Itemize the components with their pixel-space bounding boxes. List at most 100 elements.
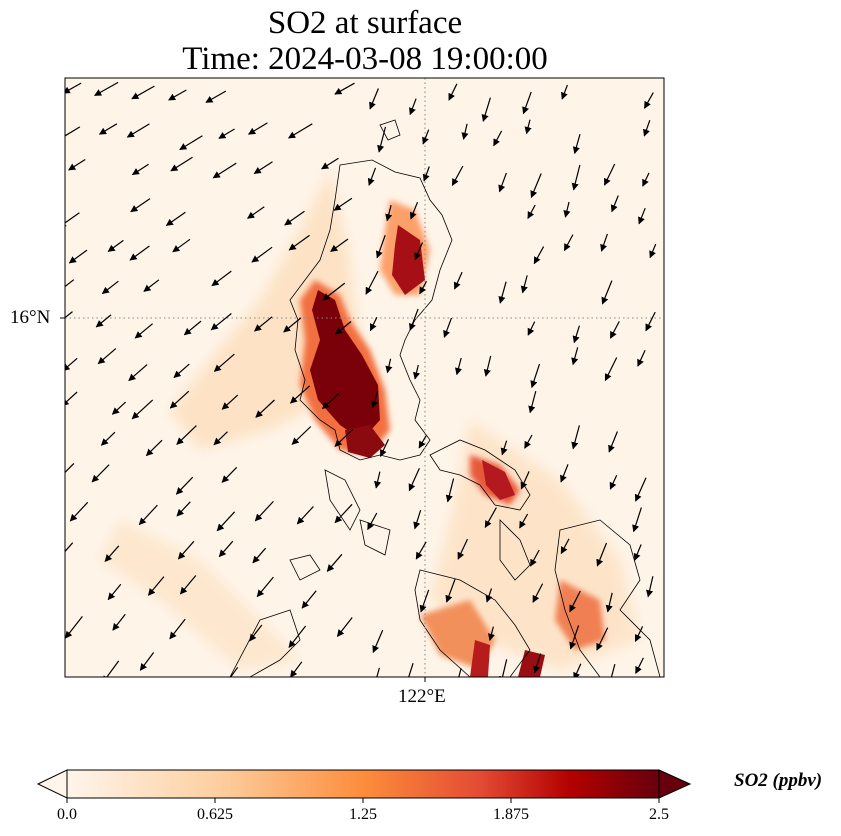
- wind-arrow: [519, 513, 529, 529]
- wind-arrow: [563, 234, 574, 252]
- wind-arrow: [95, 314, 112, 328]
- wind-arrow: [529, 549, 540, 567]
- wind-arrow: [205, 90, 227, 103]
- wind-arrow: [372, 629, 384, 654]
- wind-arrow: [533, 653, 542, 674]
- wind-arrow: [609, 475, 618, 490]
- wind-arrow: [634, 626, 644, 642]
- wind-arrow: [419, 281, 428, 295]
- wind-arrow: [65, 542, 74, 559]
- wind-arrow: [369, 88, 379, 110]
- wind-arrow: [484, 507, 497, 529]
- wind-arrow: [409, 201, 419, 220]
- wind-arrow: [68, 158, 86, 171]
- wind-arrow: [375, 234, 386, 259]
- wind-arrow: [454, 357, 462, 376]
- wind-arrow: [65, 462, 75, 474]
- wind-arrow: [601, 280, 613, 305]
- colorbar-gradient: [66, 769, 660, 799]
- wind-arrow: [176, 501, 191, 517]
- wind-arrow: [249, 624, 263, 642]
- wind-arrow: [445, 478, 455, 503]
- colorbar-tick-2: 1.25: [349, 806, 377, 823]
- wind-arrow: [643, 92, 654, 109]
- wind-arrow: [183, 320, 202, 336]
- wind-arrow: [291, 426, 312, 445]
- wind-arrow: [369, 316, 378, 332]
- wind-arrow: [139, 652, 155, 671]
- wind-arrow: [527, 321, 536, 336]
- wind-arrow: [177, 540, 195, 560]
- wind-arrow: [107, 583, 122, 601]
- wind-arrow: [408, 663, 414, 677]
- colorbar-tick-1: 0.625: [197, 806, 233, 823]
- wind-arrow: [65, 391, 78, 407]
- wind-arrow: [134, 323, 153, 339]
- wind-arrow: [500, 440, 508, 456]
- wind-arrow: [635, 657, 644, 674]
- wind-arrow: [334, 82, 355, 95]
- colorbar-min-extend: [36, 769, 68, 799]
- wind-arrow: [499, 659, 508, 677]
- wind-arrow: [65, 82, 82, 94]
- wind-arrow: [419, 589, 430, 613]
- wind-arrow: [100, 431, 116, 446]
- wind-arrow: [287, 123, 313, 139]
- wind-arrow: [569, 590, 581, 613]
- wind-arrow: [131, 399, 154, 420]
- wind-arrow: [334, 428, 354, 447]
- colorbar-max-extend: [658, 769, 692, 799]
- wind-arrow: [170, 156, 193, 172]
- wind-arrow: [165, 211, 186, 226]
- wind-arrow: [571, 347, 579, 366]
- wind-arrow: [461, 123, 469, 140]
- wind-arrow: [448, 83, 458, 101]
- wind-arrow: [256, 576, 274, 598]
- wind-arrow: [288, 234, 310, 251]
- wind-arrow: [422, 166, 430, 182]
- wind-arrow: [524, 119, 532, 135]
- wind-arrow: [379, 439, 390, 457]
- wind-arrow: [94, 81, 119, 97]
- wind-arrow: [412, 364, 420, 380]
- so2-field: [65, 78, 664, 677]
- wind-arrow: [247, 206, 265, 219]
- wind-arrow: [101, 280, 119, 295]
- wind-arrow: [65, 212, 80, 228]
- wind-arrow: [487, 626, 495, 641]
- wind-arrow: [608, 431, 618, 453]
- lon-tick-label: 122°E: [398, 686, 446, 707]
- wind-arrow: [571, 164, 581, 191]
- map-title-line2: Time: 2024-03-08 19:00:00: [182, 41, 548, 77]
- wind-arrow: [216, 511, 236, 532]
- wind-arrow: [483, 355, 492, 377]
- colorbar-tick-3: 1.875: [493, 806, 529, 823]
- wind-arrow: [609, 321, 620, 339]
- wind-arrow: [527, 204, 536, 220]
- wind-arrow: [600, 233, 608, 252]
- wind-arrow: [493, 130, 503, 147]
- wind-arrow: [172, 238, 191, 253]
- wind-arrow: [169, 390, 190, 409]
- colorbar: [36, 769, 692, 803]
- wind-arrow: [569, 625, 580, 650]
- wind-arrow: [603, 163, 616, 186]
- wind-arrow: [633, 544, 642, 561]
- wind-arrow: [371, 391, 379, 409]
- wind-arrow: [143, 279, 160, 292]
- wind-arrow: [131, 85, 155, 100]
- wind-arrow: [283, 317, 302, 333]
- wind-arrow: [409, 98, 417, 116]
- wind-arrow: [377, 126, 387, 153]
- wind-arrow: [334, 503, 353, 524]
- wind-arrow: [646, 576, 654, 598]
- wind-arrow: [367, 512, 378, 531]
- lat-tick-label: 16°N: [10, 307, 51, 328]
- wind-arrow: [532, 583, 544, 603]
- wind-arrow: [414, 242, 424, 261]
- wind-arrow: [68, 249, 88, 264]
- wind-arrow: [252, 547, 267, 564]
- wind-arrow: [65, 311, 73, 319]
- wind-arrow: [561, 84, 568, 100]
